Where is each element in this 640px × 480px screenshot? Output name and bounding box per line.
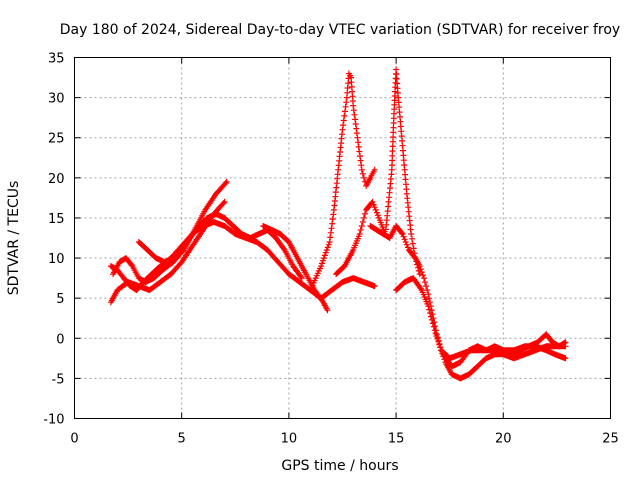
series-markers [307, 70, 378, 294]
series-1 [110, 178, 230, 286]
y-tick-label: 5 [56, 292, 64, 307]
series-7 [367, 223, 569, 382]
y-tick-label: -10 [43, 413, 64, 428]
series-9 [440, 331, 569, 370]
x-tick-label: 10 [281, 432, 298, 447]
y-tick-label: 25 [48, 132, 65, 147]
series-markers [110, 178, 230, 286]
series-markers [333, 66, 423, 278]
x-axis-title: GPS time / hours [281, 458, 398, 474]
x-tick-label: 25 [602, 432, 619, 447]
y-tick-label: 20 [48, 172, 65, 187]
x-tick-label: 20 [495, 432, 512, 447]
plot-frame [74, 57, 611, 419]
chart-title: Day 180 of 2024, Sidereal Day-to-day VTE… [60, 22, 620, 38]
y-tick-label: -5 [52, 372, 65, 387]
series-5 [307, 70, 378, 294]
y-tick-label: 35 [48, 52, 65, 67]
y-axis-title: SDTVAR / TECUs [6, 181, 22, 296]
x-tick-label: 15 [388, 432, 405, 447]
series-markers [260, 223, 331, 314]
grid-lines [74, 57, 611, 419]
series-markers [367, 223, 569, 382]
series-6 [333, 66, 423, 278]
series-markers [440, 331, 569, 370]
axes: 0 5 10 15 20 25 -10 -5 0 5 10 15 20 25 30 35 [43, 52, 619, 447]
y-tick-label: 0 [56, 332, 64, 347]
x-tick-label: 0 [70, 432, 78, 447]
series-4 [260, 223, 331, 314]
data-series [107, 66, 569, 382]
y-tick-label: 15 [48, 212, 65, 227]
x-tick-label: 5 [178, 432, 186, 447]
y-tick-label: 30 [48, 92, 65, 107]
y-tick-label: 10 [48, 252, 65, 267]
